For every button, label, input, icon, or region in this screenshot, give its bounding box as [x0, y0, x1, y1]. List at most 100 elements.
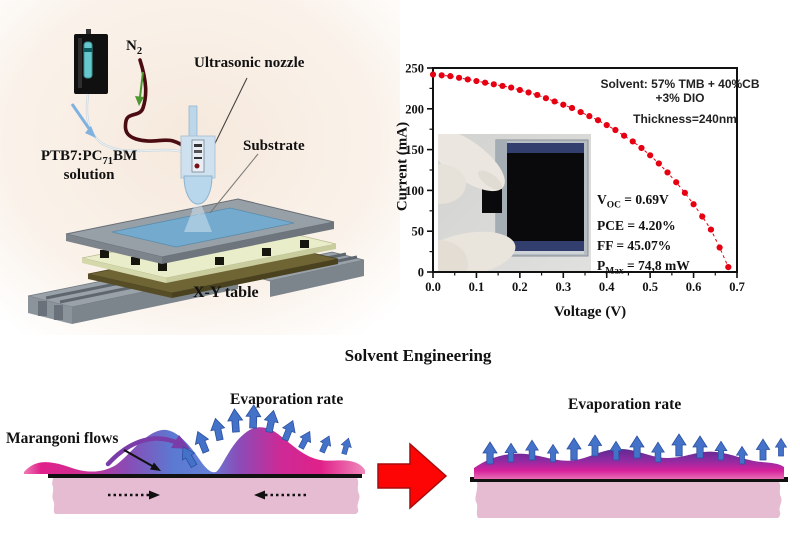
x-tick-label: 0.1: [469, 280, 485, 294]
smooth-film-diagram: [470, 433, 788, 518]
x-tick-label: 0.5: [642, 280, 658, 294]
data-point: [603, 122, 610, 129]
substrate-surface-line: [470, 477, 788, 482]
data-point: [577, 108, 584, 116]
data-point: [568, 104, 576, 112]
x-tick-label: 0.3: [555, 280, 571, 294]
data-point: [516, 86, 523, 94]
data-point: [707, 226, 715, 233]
y-tick-label: 0: [418, 266, 424, 280]
glove-thumb: [438, 231, 516, 271]
data-point: [594, 117, 602, 124]
spray-mist: [184, 204, 212, 232]
data-point: [647, 152, 654, 159]
data-point: [725, 264, 732, 271]
substrate-pointer-line: [209, 153, 259, 214]
apparatus-panel: N2 Ultrasonic nozzle Substrate PTB7:PC71…: [0, 0, 400, 335]
pmax-value: PMax = 74,8 mW: [597, 257, 690, 277]
flow-direction-arrows: [108, 490, 306, 500]
apparatus-illustration: [0, 0, 400, 335]
data-point: [716, 244, 723, 251]
y-tick-label: 250: [405, 62, 424, 76]
data-point: [655, 160, 662, 167]
y-tick-label: 200: [405, 102, 424, 116]
uniform-film: [474, 449, 784, 479]
solution-flow-arrow-icon: [70, 103, 96, 138]
data-point: [699, 213, 706, 220]
data-point: [429, 71, 437, 78]
data-point: [673, 179, 680, 186]
voc-value: VOC = 0.69V: [597, 192, 669, 211]
section-title: Solvent Engineering: [344, 346, 492, 365]
solar-cell-device: [482, 139, 589, 257]
x-axis-title: Voltage (V): [553, 304, 627, 320]
ff-value: FF = 45.07%: [597, 237, 672, 253]
data-point: [490, 81, 497, 88]
n2-flow-arrow-icon: [135, 71, 144, 106]
data-point: [438, 72, 445, 79]
data-point: [620, 132, 628, 139]
solution-label: PTB7:PC71BM solution: [40, 148, 138, 183]
data-point: [664, 169, 671, 176]
performance-metrics: VOC = 0.69V PCE = 4.20% FF = 45.07% PMax…: [597, 190, 690, 281]
n2-label: N2: [126, 38, 143, 57]
data-point: [473, 77, 480, 85]
left-evaporation-label: Evaporation rate: [230, 391, 344, 408]
data-point: [499, 82, 506, 90]
left-film-panel: [10, 388, 378, 533]
y-tick-label: 100: [405, 184, 424, 198]
data-point: [551, 98, 558, 105]
data-point: [612, 126, 619, 134]
marangoni-flow-arrow-icon: [105, 435, 190, 467]
y-tick-label: 150: [405, 143, 424, 157]
data-point: [681, 189, 688, 196]
transition-arrow-icon: [377, 442, 448, 510]
data-point: [534, 91, 541, 99]
xy-table-label: X-Y table: [193, 284, 259, 301]
wet-film-bumps: [24, 427, 365, 474]
data-point: [525, 89, 532, 96]
thickness-annotation: Thickness=240nm: [633, 112, 737, 126]
substrate-slab: [475, 482, 782, 518]
solution-tube-highlight: [86, 93, 191, 157]
substrate-slab: [52, 478, 360, 514]
data-point: [447, 73, 454, 80]
x-tick-label: 0.2: [512, 280, 528, 294]
stage-standoffs: [100, 240, 309, 271]
x-tick-label: 0.0: [425, 280, 441, 294]
y-axis-title: Current (mA): [394, 121, 411, 212]
right-evaporation-label: Evaporation rate: [568, 396, 682, 413]
wavy-film-diagram: [24, 404, 365, 514]
pce-value: PCE = 4.20%: [597, 217, 676, 233]
data-point: [482, 79, 489, 86]
data-point: [560, 101, 567, 108]
data-point: [690, 201, 697, 208]
right-film-panel: [428, 390, 800, 533]
n2-gas-tube: [123, 58, 198, 163]
data-point: [508, 84, 515, 91]
ultrasonic-nozzle-label: Ultrasonic nozzle: [194, 55, 305, 71]
iv-chart-panel: 0.0 0.1 0.2 0.3 0.4 0.5 0.6 0.7 0 50 100 150 200 250 …: [400, 18, 800, 330]
device-photo-inset: [438, 134, 591, 271]
substrate-surface-line: [48, 473, 362, 478]
marangoni-pointer-arrow-icon: [123, 449, 161, 471]
glove-finger: [438, 134, 505, 204]
iv-chart: 0.0 0.1 0.2 0.3 0.4 0.5 0.6 0.7 0 50 100 150 200 250: [405, 62, 745, 295]
x-tick-label: 0.7: [729, 280, 745, 294]
data-point: [586, 113, 593, 120]
marangoni-label: Marangoni flows: [6, 430, 119, 447]
solvent-annotation: Solvent: 57% TMB + 40%CB +3% DIO: [600, 77, 760, 105]
data-point: [638, 144, 645, 152]
device-photo: [438, 134, 591, 271]
x-tick-label: 0.6: [686, 280, 702, 294]
data-point: [464, 76, 471, 83]
ultrasonic-nozzle-device: [180, 105, 216, 205]
x-tick-label: 0.4: [599, 280, 615, 294]
substrate-label: Substrate: [243, 138, 305, 154]
data-point: [629, 138, 636, 145]
y-tick-label: 50: [412, 225, 425, 239]
data-point: [542, 95, 550, 102]
data-point: [455, 74, 463, 81]
solution-bottle: [74, 29, 108, 94]
